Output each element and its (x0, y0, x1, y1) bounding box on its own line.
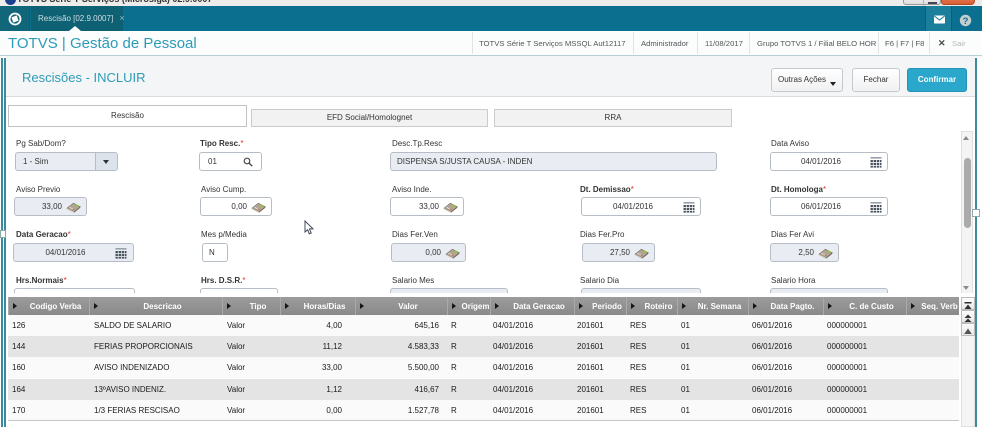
svg-text:?: ? (963, 16, 969, 27)
